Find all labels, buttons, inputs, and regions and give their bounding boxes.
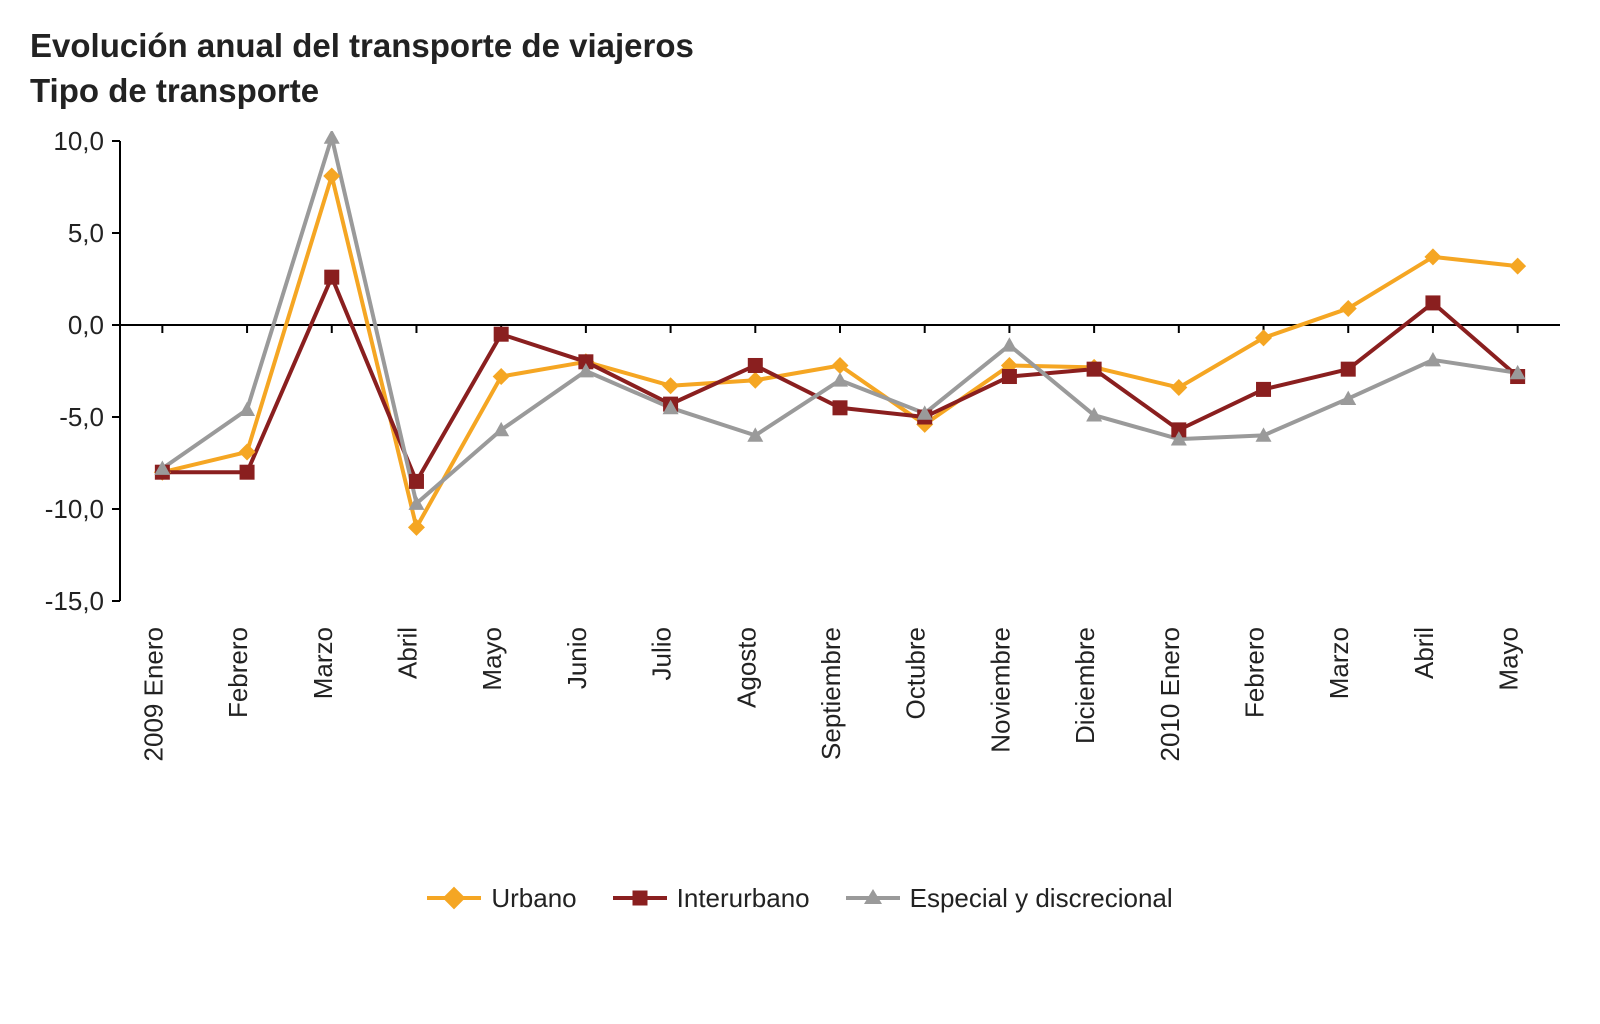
y-tick-label: -15,0 bbox=[45, 586, 104, 616]
series-line bbox=[162, 176, 1517, 527]
x-tick-label: Abril bbox=[1409, 627, 1439, 679]
x-tick-label: Octubre bbox=[901, 627, 931, 720]
marker-triangle bbox=[1001, 337, 1017, 351]
x-tick-label: Noviembre bbox=[985, 627, 1015, 753]
marker-triangle bbox=[239, 402, 255, 416]
marker-square bbox=[1256, 382, 1271, 397]
marker-square bbox=[494, 327, 509, 342]
marker-diamond bbox=[408, 519, 425, 536]
chart-title-1: Evolución anual del transporte de viajer… bbox=[30, 24, 1570, 69]
marker-triangle bbox=[324, 131, 340, 144]
y-tick-label: 0,0 bbox=[68, 310, 104, 340]
legend-item: Urbano bbox=[427, 883, 576, 914]
x-tick-label: Febrero bbox=[1240, 627, 1270, 718]
marker-diamond bbox=[1170, 379, 1187, 396]
legend-label: Especial y discrecional bbox=[910, 883, 1173, 914]
marker-square bbox=[1425, 296, 1440, 311]
marker-square bbox=[240, 465, 255, 480]
y-tick-label: 10,0 bbox=[53, 131, 104, 156]
chart-title-2: Tipo de transporte bbox=[30, 69, 1570, 114]
marker-square bbox=[1087, 362, 1102, 377]
marker-square bbox=[409, 474, 424, 489]
marker-diamond bbox=[1255, 329, 1272, 346]
x-tick-label: Mayo bbox=[477, 627, 507, 691]
chart-titles: Evolución anual del transporte de viajer… bbox=[30, 24, 1570, 113]
marker-diamond bbox=[1509, 258, 1526, 275]
x-tick-label: Agosto bbox=[731, 627, 761, 708]
y-tick-label: -5,0 bbox=[59, 402, 104, 432]
marker-diamond bbox=[662, 377, 679, 394]
legend-label: Interurbano bbox=[677, 883, 810, 914]
marker-square bbox=[1341, 362, 1356, 377]
legend-item: Interurbano bbox=[613, 883, 810, 914]
x-tick-label: 2010 Enero bbox=[1155, 627, 1185, 761]
x-tick-label: Febrero bbox=[223, 627, 253, 718]
legend-label: Urbano bbox=[491, 883, 576, 914]
x-tick-label: Septiembre bbox=[816, 627, 846, 760]
legend: Urbano Interurbano Especial y discrecional bbox=[30, 876, 1570, 914]
x-tick-label: 2009 Enero bbox=[138, 627, 168, 761]
triangle-icon bbox=[864, 889, 882, 904]
x-tick-label: Marzo bbox=[308, 627, 338, 699]
x-tick-label: Junio bbox=[562, 627, 592, 689]
marker-diamond bbox=[747, 372, 764, 389]
x-tick-label: Abril bbox=[392, 627, 422, 679]
x-tick-label: Julio bbox=[647, 627, 677, 680]
marker-square bbox=[1002, 369, 1017, 384]
legend-line bbox=[846, 896, 900, 900]
legend-line bbox=[613, 896, 667, 900]
marker-square bbox=[833, 400, 848, 415]
square-icon bbox=[632, 891, 647, 906]
chart-plot: -15,0 -10,0 -5,0 0,0 5,0 10,0 2009 Enero Febrer… bbox=[30, 131, 1570, 856]
x-tick-label: Marzo bbox=[1324, 627, 1354, 699]
chart-svg: -15,0 -10,0 -5,0 0,0 5,0 10,0 2009 Enero Febrer… bbox=[30, 131, 1570, 851]
diamond-icon bbox=[443, 887, 466, 910]
y-tick-label: -10,0 bbox=[45, 494, 104, 524]
marker-triangle bbox=[832, 372, 848, 386]
marker-square bbox=[324, 270, 339, 285]
legend-line bbox=[427, 896, 481, 900]
marker-diamond bbox=[493, 368, 510, 385]
legend-item: Especial y discrecional bbox=[846, 883, 1173, 914]
marker-square bbox=[748, 358, 763, 373]
x-tick-label: Diciembre bbox=[1070, 627, 1100, 744]
chart-container: Evolución anual del transporte de viajer… bbox=[0, 0, 1600, 1024]
y-tick-label: 5,0 bbox=[68, 218, 104, 248]
x-tick-label: Mayo bbox=[1494, 627, 1524, 691]
